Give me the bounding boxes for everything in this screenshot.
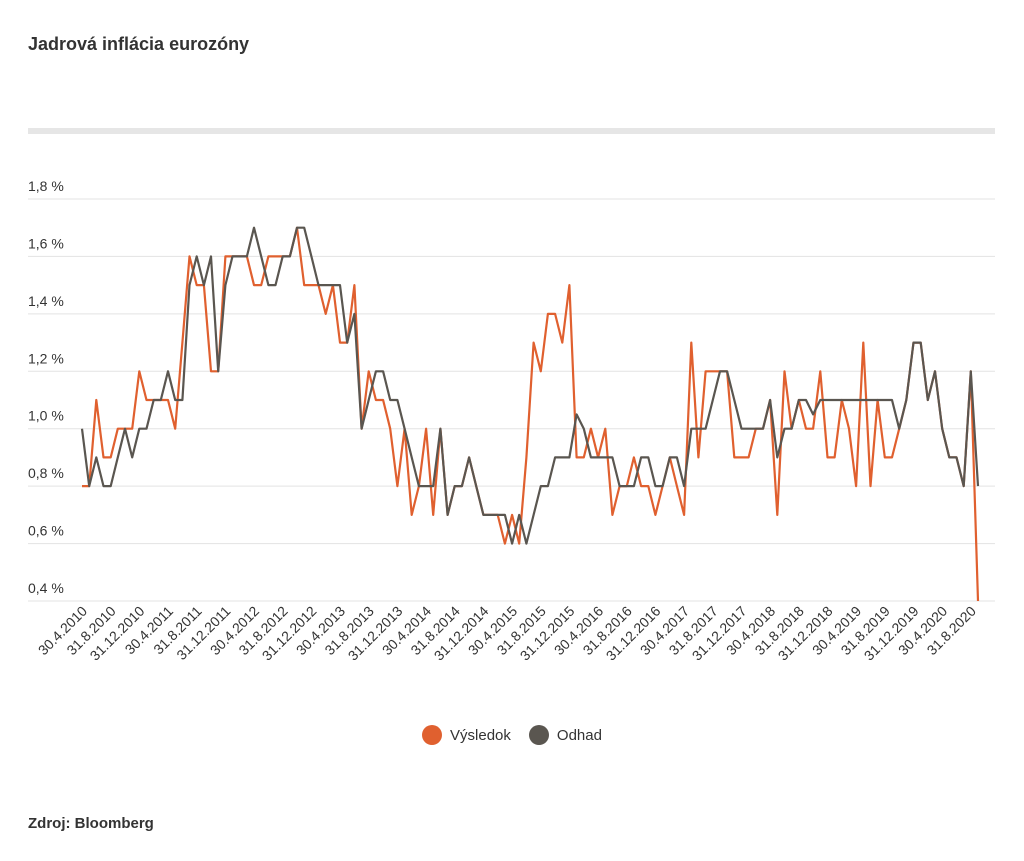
y-tick-label: 1,2 % [28, 350, 64, 366]
series-line-vysledok [82, 226, 980, 602]
legend-label-vysledok: Výsledok [450, 726, 511, 744]
y-tick-label: 0,8 % [28, 465, 64, 481]
y-tick-label: 0,4 % [28, 580, 64, 596]
legend-item-odhad[interactable]: Odhad [528, 725, 602, 745]
y-tick-label: 1,0 % [28, 408, 64, 424]
chart-title: Jadrová inflácia eurozóny [28, 34, 250, 54]
line-chart: 0,4 % 0,6 % 0,8 % 1,0 % 1,2 % 1,4 % 1,6 % 1,8 %… [28, 178, 995, 664]
y-tick-label: 1,6 % [28, 235, 64, 251]
legend-swatch-odhad [528, 725, 549, 745]
source-note: Zdroj: Bloomberg [28, 815, 154, 832]
title-divider [28, 128, 995, 134]
series-line-odhad [80, 226, 980, 545]
y-tick-label: 1,8 % [28, 178, 64, 194]
legend-item-vysledok[interactable]: Výsledok [422, 725, 511, 745]
legend-swatch-vysledok [422, 725, 443, 745]
chart-legend: Výsledok Odhad [0, 725, 1024, 745]
y-tick-label: 0,6 % [28, 523, 64, 539]
legend-label-odhad: Odhad [556, 726, 602, 744]
y-tick-label: 1,4 % [28, 293, 64, 309]
